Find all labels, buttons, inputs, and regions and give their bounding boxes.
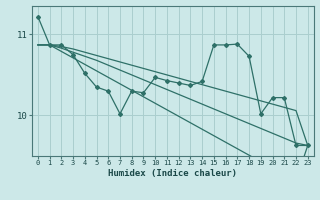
X-axis label: Humidex (Indice chaleur): Humidex (Indice chaleur) [108, 169, 237, 178]
